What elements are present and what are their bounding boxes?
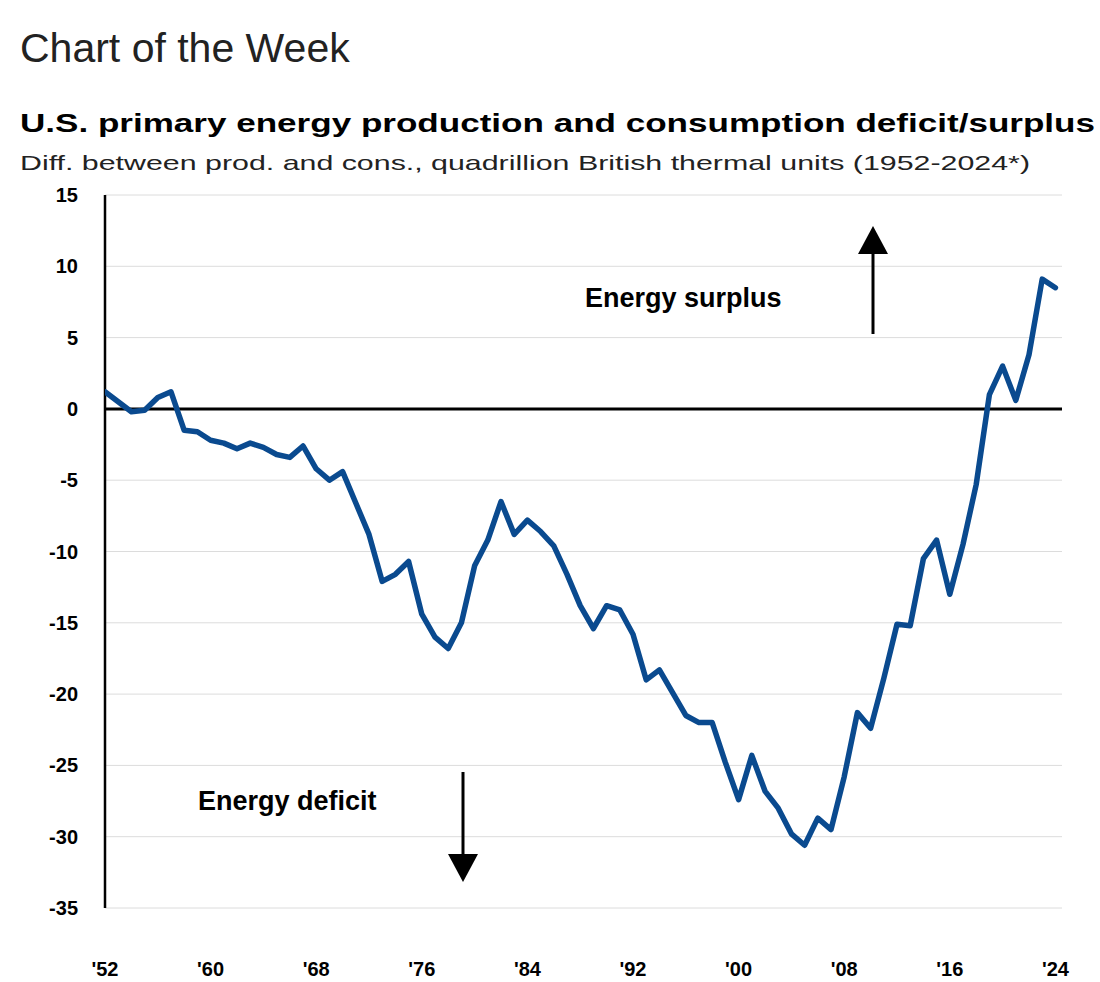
arrow-down — [462, 772, 465, 864]
x-tick-label: '52 — [91, 958, 118, 980]
y-tick-label: 0 — [67, 398, 78, 420]
grid-line — [105, 694, 1062, 695]
y-tick-label: -35 — [49, 897, 78, 919]
x-tick-label: '24 — [1042, 958, 1070, 980]
grid — [105, 195, 1062, 908]
chart: Chart of the Week U.S. primary energy pro… — [0, 0, 1100, 982]
annotation-deficit: Energy deficit — [198, 786, 377, 816]
grid-line — [105, 480, 1062, 481]
arrow-up — [872, 244, 875, 334]
x-tick-label: '68 — [303, 958, 330, 980]
subtitle: Diff. between prod. and cons., quadrilli… — [20, 151, 1030, 174]
x-tick-label: '08 — [831, 958, 858, 980]
x-tick-label: '60 — [197, 958, 224, 980]
y-tick-label: 15 — [56, 184, 78, 206]
y-tick-label: -20 — [49, 683, 78, 705]
title: U.S. primary energy production and consu… — [20, 109, 1095, 137]
annotations: Energy surplus Energy deficit — [198, 226, 888, 882]
arrow-up-head — [858, 226, 888, 254]
y-tick-label: 10 — [56, 255, 78, 277]
y-tick-label: -10 — [49, 541, 78, 563]
grid-line — [105, 195, 1062, 196]
y-tick-label: -30 — [49, 826, 78, 848]
y-axis — [104, 195, 107, 908]
x-tick-label: '16 — [936, 958, 963, 980]
data-group — [105, 279, 1055, 845]
grid-line — [105, 622, 1062, 623]
arrow-down-head — [448, 854, 478, 882]
header: Chart of the Week — [20, 25, 350, 71]
x-tick-label: '76 — [408, 958, 435, 980]
grid-line — [105, 836, 1062, 837]
x-tick-label: '84 — [514, 958, 542, 980]
zero-line — [105, 407, 1062, 410]
grid-line — [105, 266, 1062, 267]
line — [105, 279, 1055, 845]
annotation-surplus: Energy surplus — [585, 283, 782, 313]
x-tick-label: '00 — [725, 958, 752, 980]
y-tick-label: -15 — [49, 612, 78, 634]
grid-line — [105, 551, 1062, 552]
y-tick-label: 5 — [67, 327, 78, 349]
y-tick-label: -25 — [49, 754, 78, 776]
grid-line — [105, 337, 1062, 338]
grid-line — [105, 908, 1062, 909]
y-tick-label: -5 — [60, 469, 78, 491]
grid-line — [105, 765, 1062, 766]
x-tick-label: '92 — [619, 958, 646, 980]
